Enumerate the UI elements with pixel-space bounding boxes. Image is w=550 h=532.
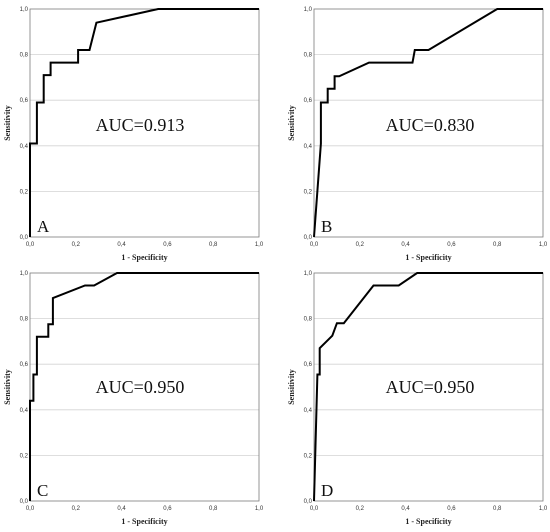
x-tick-label: 1,0	[255, 506, 264, 512]
x-axis-label: 1 - Specificity	[405, 253, 451, 262]
y-axis-label: Sensitivity	[287, 369, 296, 405]
panel-letter: D	[321, 481, 333, 500]
auc-annotation: AUC=0.950	[386, 377, 475, 397]
y-tick-label: 0,8	[304, 317, 313, 323]
y-tick-label: 1,0	[304, 7, 313, 13]
x-tick-label: 0,2	[72, 506, 81, 512]
y-tick-label: 0,6	[304, 362, 313, 368]
y-tick-label: 1,0	[20, 7, 29, 13]
roc-curve-line	[29, 272, 259, 501]
x-tick-label: 0,4	[117, 242, 126, 248]
plot-frame	[313, 8, 544, 238]
y-tick-label: 0,2	[20, 453, 29, 459]
y-tick-label: 0,4	[304, 408, 313, 414]
x-tick-label: 0,6	[447, 506, 456, 512]
auc-annotation: AUC=0.950	[96, 377, 185, 397]
x-axis-label: 1 - Specificity	[405, 517, 451, 526]
y-tick-label: 0,2	[20, 189, 29, 195]
roc-panel-c: 0,0 0,2 0,4 0,6 0,8 1,0 0,0 0,2 0,4 0,6 0,8 1,0 1 - …	[3, 271, 264, 526]
x-tick-label: 0,2	[72, 242, 81, 248]
x-tick-label: 0,2	[356, 242, 365, 248]
roc-curve-line	[29, 8, 259, 237]
y-tick-label: 0,6	[20, 362, 29, 368]
x-tick-label: 0,0	[310, 506, 319, 512]
y-tick-label: 0,6	[304, 98, 313, 104]
x-axis-label: 1 - Specificity	[121, 517, 167, 526]
panel-letter: A	[37, 217, 50, 236]
y-tick-label: 1,0	[304, 271, 313, 277]
y-tick-label: 0,0	[304, 235, 313, 241]
x-tick-label: 0,8	[209, 506, 218, 512]
y-tick-label: 0,2	[304, 453, 313, 459]
x-tick-label: 0,4	[117, 506, 126, 512]
y-tick-label: 0,0	[20, 235, 29, 241]
x-tick-label: 0,2	[356, 506, 365, 512]
x-tick-label: 1,0	[539, 242, 548, 248]
y-tick-label: 0,0	[20, 499, 29, 505]
panel-letter: C	[37, 481, 48, 500]
x-tick-label: 0,4	[401, 242, 410, 248]
x-tick-label: 1,0	[539, 506, 548, 512]
plot-frame	[29, 8, 260, 238]
x-tick-label: 0,4	[401, 506, 410, 512]
x-tick-label: 0,0	[310, 242, 319, 248]
x-tick-label: 0,8	[493, 242, 502, 248]
roc-curve-line	[313, 8, 543, 238]
x-axis-label: 1 - Specificity	[121, 253, 167, 262]
y-axis-label: Sensitivity	[3, 105, 12, 141]
roc-panel-b: 0,0 0,2 0,4 0,6 0,8 1,0 0,0 0,2 0,4 0,6 0,8 1,0 1 - …	[287, 7, 548, 262]
y-tick-label: 0,0	[304, 499, 313, 505]
auc-annotation: AUC=0.913	[96, 115, 185, 135]
roc-panel-d: 0,0 0,2 0,4 0,6 0,8 1,0 0,0 0,2 0,4 0,6 0,8 1,0 1 - …	[287, 271, 548, 526]
x-tick-label: 0,8	[209, 242, 218, 248]
y-tick-label: 0,8	[304, 53, 313, 59]
y-tick-label: 0,4	[20, 408, 29, 414]
y-tick-label: 1,0	[20, 271, 29, 277]
y-axis-label: Sensitivity	[3, 369, 12, 405]
x-tick-label: 0,6	[163, 242, 172, 248]
roc-curve-line	[313, 272, 543, 502]
y-axis-label: Sensitivity	[287, 105, 296, 141]
x-tick-label: 0,0	[26, 506, 35, 512]
y-tick-label: 0,2	[304, 189, 313, 195]
x-tick-label: 0,6	[447, 242, 456, 248]
x-tick-label: 0,0	[26, 242, 35, 248]
roc-panel-a: 0,0 0,2 0,4 0,6 0,8 1,0 0,0 0,2 0,4 0,6 0,8 1,0 1 - …	[3, 7, 264, 262]
x-tick-label: 0,6	[163, 506, 172, 512]
y-tick-label: 0,4	[20, 144, 29, 150]
y-tick-label: 0,6	[20, 98, 29, 104]
auc-annotation: AUC=0.830	[386, 115, 475, 135]
y-tick-label: 0,8	[20, 317, 29, 323]
x-tick-label: 0,8	[493, 506, 502, 512]
panel-letter: B	[321, 217, 332, 236]
y-tick-label: 0,8	[20, 53, 29, 59]
y-tick-label: 0,4	[304, 144, 313, 150]
x-tick-label: 1,0	[255, 242, 264, 248]
